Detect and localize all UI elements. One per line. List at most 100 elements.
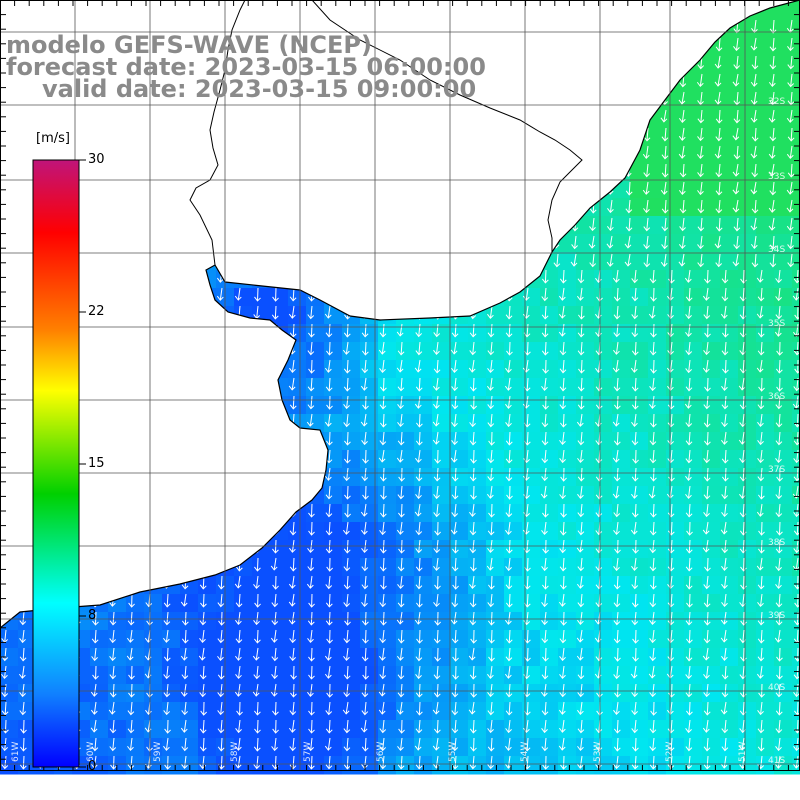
wind-arrow [577,503,585,518]
field-cell [612,324,631,343]
field-cell [612,450,631,469]
field-cell [504,504,523,523]
wind-arrow [642,91,650,105]
field-cell [414,288,433,307]
field-cell [666,216,685,235]
field-cell [486,396,505,415]
field-cell [414,648,433,667]
field-cell [234,450,253,469]
field-cell [90,612,109,631]
field-cell [702,702,721,721]
field-cell [306,504,325,523]
wind-arrow [254,557,261,572]
field-cell [576,522,595,541]
wind-arrow [307,755,315,770]
field-cell [468,252,487,271]
field-cell [324,630,343,649]
field-cell [414,612,433,631]
field-cell [738,666,757,685]
field-cell [378,378,397,397]
wind-arrow [721,683,729,698]
field-cell [0,594,19,613]
wind-arrow [290,449,297,464]
field-cell [0,180,19,199]
field-cell [108,216,127,235]
field-cell [126,450,145,469]
field-cell [558,504,577,523]
wind-arrow [541,377,548,392]
field-cell [504,396,523,415]
field-cell [252,396,271,415]
field-cell [774,720,793,739]
field-cell [738,72,757,91]
field-cell [684,378,703,397]
field-cell [486,0,505,19]
wind-arrow [517,253,525,268]
field-cell [756,666,775,685]
wind-arrow [552,181,560,195]
field-cell [18,702,37,721]
field-cell [414,108,433,127]
title-valid-date: valid date: 2023-03-15 09:00:00 [42,75,477,103]
wind-arrow [396,701,404,715]
field-cell [666,144,685,163]
field-cell [324,126,343,145]
field-cell [792,594,800,613]
field-cell [54,0,73,19]
field-cell [396,36,415,55]
wind-arrow [667,341,674,356]
field-cell [396,432,415,451]
field-cell [468,234,487,253]
field-cell [720,180,739,199]
field-cell [738,450,757,469]
wind-arrow [758,683,765,698]
field-cell [756,684,775,703]
wind-arrow [558,701,566,715]
field-cell [270,738,289,757]
wind-arrow [163,701,171,716]
field-cell [666,522,685,541]
field-cell [648,540,667,559]
wind-arrow [19,755,27,770]
wind-arrow [757,323,765,338]
field-cell [594,324,613,343]
wind-arrow [415,557,423,572]
field-cell [162,0,181,19]
field-cell [486,198,505,217]
field-cell [702,576,721,595]
field-cell [396,702,415,721]
field-cell [540,432,559,451]
wind-arrow [414,395,422,409]
field-cell [378,108,397,127]
field-cell [630,54,649,73]
field-cell [648,342,667,361]
field-cell [360,360,379,379]
field-cell [594,270,613,289]
field-cell [774,108,793,127]
field-cell [612,360,631,379]
wind-arrow [127,521,134,536]
wind-arrow [360,377,368,391]
field-cell [648,576,667,595]
wind-arrow [432,431,440,445]
field-cell [90,666,109,685]
field-cell [378,612,397,631]
field-cell [702,486,721,505]
wind-arrow [624,19,632,33]
field-cell [288,756,307,775]
field-cell [90,270,109,289]
field-cell [468,522,487,541]
field-cell [414,450,433,469]
wind-arrow [715,199,723,214]
field-cell [666,450,685,469]
wind-arrow [757,413,764,427]
field-cell [630,198,649,217]
wind-arrow [668,467,675,482]
field-cell [378,162,397,181]
field-cell [720,90,739,109]
field-cell [162,468,181,487]
field-cell [270,558,289,577]
wind-arrow [787,253,795,268]
field-cell [558,36,577,55]
field-cell [306,234,325,253]
